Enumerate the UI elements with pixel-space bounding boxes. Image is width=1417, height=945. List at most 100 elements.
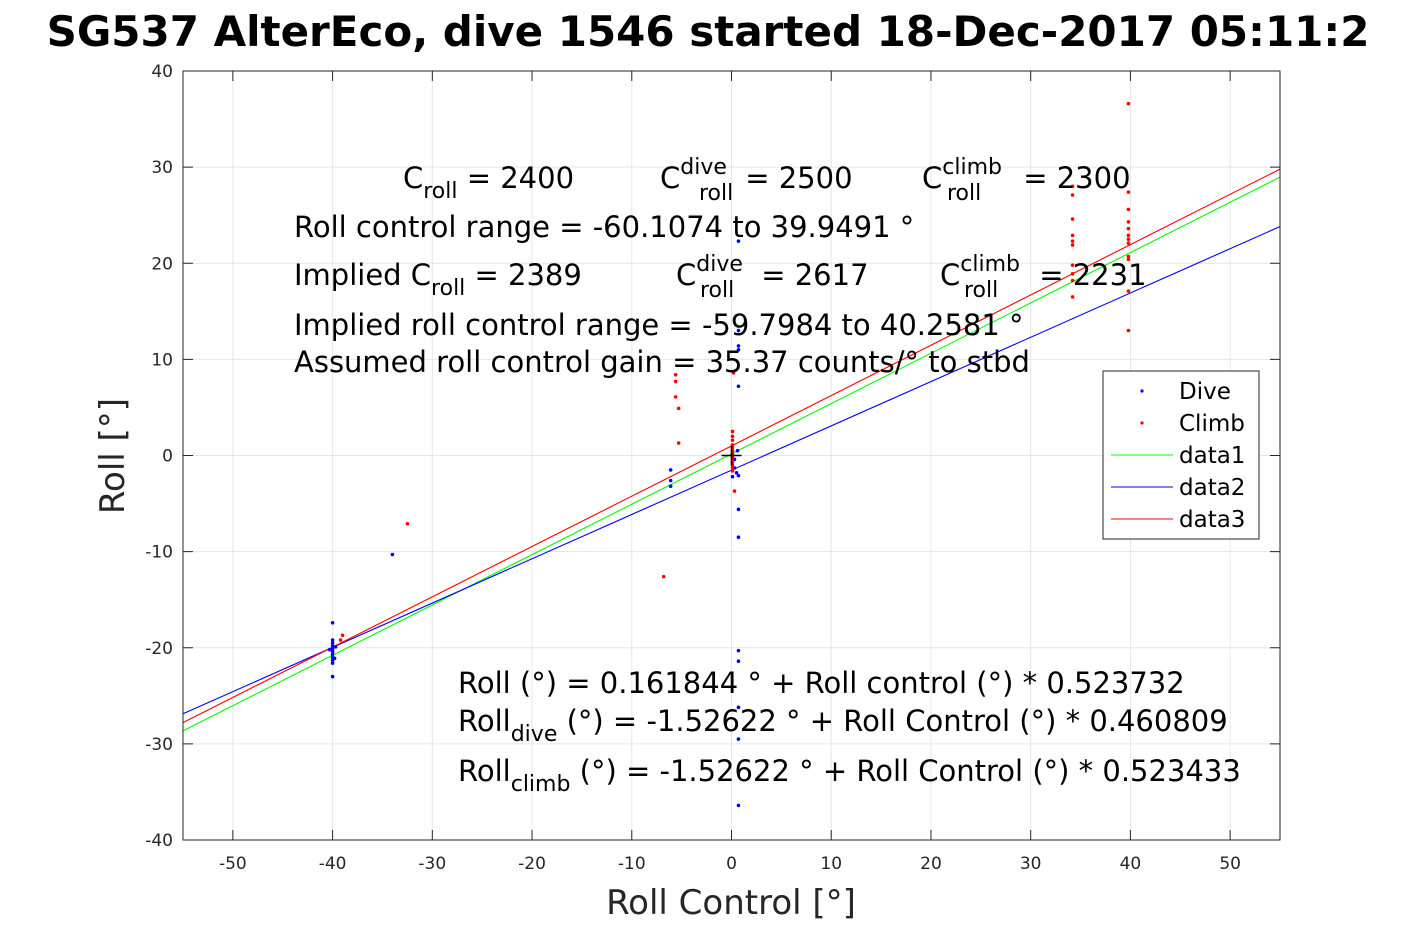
climb-point	[661, 574, 666, 579]
climb-point	[730, 438, 735, 442]
x-tick-label: 0	[726, 854, 737, 874]
origin-marker	[721, 445, 742, 466]
x-tick-label: 10	[820, 854, 842, 874]
dive-point	[333, 644, 338, 649]
y-tick-label: -20	[145, 639, 173, 659]
climb-point	[1070, 184, 1075, 189]
climb-point	[1070, 239, 1075, 243]
annotation-fit-all: Roll (°) = 0.161844 ° + Roll control (°)…	[458, 666, 1185, 700]
x-tick-label: -30	[418, 854, 446, 874]
dive-point	[390, 552, 395, 557]
dive-point	[668, 468, 673, 472]
annotation-implied-range: Implied roll control range = -59.7984 to…	[294, 308, 1024, 342]
dive-point	[736, 473, 741, 478]
climb-point	[1070, 295, 1075, 299]
x-tick-label: 30	[1020, 854, 1042, 874]
climb-point	[1126, 207, 1131, 212]
climb-point	[1126, 328, 1131, 333]
climb-point	[1126, 254, 1131, 259]
dive-point	[736, 737, 741, 741]
climb-point	[1070, 243, 1075, 247]
dive-point	[668, 478, 673, 483]
dive-point	[736, 803, 741, 808]
dive-point	[730, 474, 735, 479]
dive-point	[330, 646, 335, 651]
x-tick-labels: -50 -40 -30 -20 -10 0 10 20 30 40 50	[219, 854, 1241, 874]
y-tick-label: 0	[162, 447, 173, 467]
dive-point	[330, 620, 335, 625]
dive-point	[736, 705, 741, 710]
x-axis-label: Roll Control [°]	[606, 883, 856, 923]
climb-point	[338, 638, 343, 642]
climb-point	[1070, 272, 1075, 276]
legend-item-dive: Dive	[1140, 379, 1231, 405]
y-tick-labels: -40 -30 -20 -10 0 10 20 30 40	[145, 62, 173, 851]
x-tick-label: 40	[1120, 854, 1142, 874]
x-tick-label: 50	[1219, 854, 1241, 874]
climb-point	[1126, 241, 1131, 245]
legend: Dive Climb data1 data2 data3	[1102, 370, 1260, 540]
climb-point	[730, 429, 735, 434]
climb-point	[732, 489, 737, 493]
y-tick-label: 30	[151, 158, 173, 178]
climb-point	[730, 434, 735, 439]
climb-point	[731, 371, 736, 375]
x-tick-label: -50	[219, 854, 247, 874]
dive-point	[327, 647, 332, 652]
dive-point	[734, 471, 739, 475]
legend-item-data2: data2	[1111, 475, 1245, 501]
climb-point	[673, 372, 678, 377]
y-tick-label: -10	[145, 543, 173, 563]
annotation-implied-c-roll-climb: Cclimb roll = 2231	[940, 252, 1147, 303]
x-tick-label: -10	[618, 854, 646, 874]
annotation-implied-c-roll-dive: Cdive roll = 2617	[676, 252, 869, 303]
dive-point	[330, 644, 335, 648]
legend-item-data1: data1	[1111, 443, 1245, 469]
legend-label-data2: data2	[1179, 475, 1245, 501]
dive-point	[330, 638, 335, 642]
climb-point	[1070, 233, 1075, 238]
climb-point	[1126, 220, 1131, 224]
climb-point	[405, 521, 410, 526]
annotation-implied-c-roll: Implied Croll = 2389	[294, 258, 582, 301]
dive-point	[668, 484, 673, 489]
annotation-fit-climb: Rollclimb (°) = -1.52622 ° + Roll Contro…	[458, 754, 1241, 797]
legend-marker-climb	[1140, 421, 1144, 425]
legend-item-climb: Climb	[1140, 411, 1245, 437]
climb-point	[1070, 193, 1075, 197]
dive-point	[736, 347, 741, 352]
legend-marker-dive	[1140, 389, 1144, 393]
climb-point	[673, 395, 678, 399]
x-tick-label: -40	[319, 854, 347, 874]
climb-point	[340, 633, 345, 638]
annotation-c-roll: Croll = 2400	[403, 161, 574, 204]
climb-point	[1126, 237, 1131, 242]
legend-label-dive: Dive	[1179, 379, 1231, 405]
y-tick-label: -40	[145, 831, 173, 851]
climb-point	[1126, 257, 1131, 262]
legend-label-climb: Climb	[1179, 411, 1245, 437]
climb-point	[730, 466, 735, 470]
dive-point	[736, 659, 741, 664]
x-tick-label: 20	[920, 854, 942, 874]
climb-point	[673, 379, 678, 384]
annotation-c-roll-dive: Cdive roll = 2500	[660, 155, 853, 206]
climb-point	[1126, 190, 1131, 194]
dive-point	[330, 661, 335, 665]
climb-point	[1070, 278, 1075, 283]
annotation-range: Roll control range = -60.1074 to 39.9491…	[294, 210, 914, 244]
climb-point	[1126, 226, 1131, 231]
dive-point	[330, 652, 335, 657]
climb-point	[676, 406, 681, 411]
climb-point	[1070, 263, 1075, 267]
climb-point	[676, 441, 681, 445]
dive-point	[736, 507, 741, 512]
dive-point	[330, 641, 335, 645]
dive-point	[735, 448, 740, 453]
legend-label-data3: data3	[1179, 507, 1245, 533]
y-tick-label: 10	[151, 350, 173, 370]
climb-point	[1126, 233, 1131, 238]
dive-point	[736, 535, 741, 540]
dive-point	[736, 328, 741, 333]
y-tick-label: -30	[145, 735, 173, 755]
